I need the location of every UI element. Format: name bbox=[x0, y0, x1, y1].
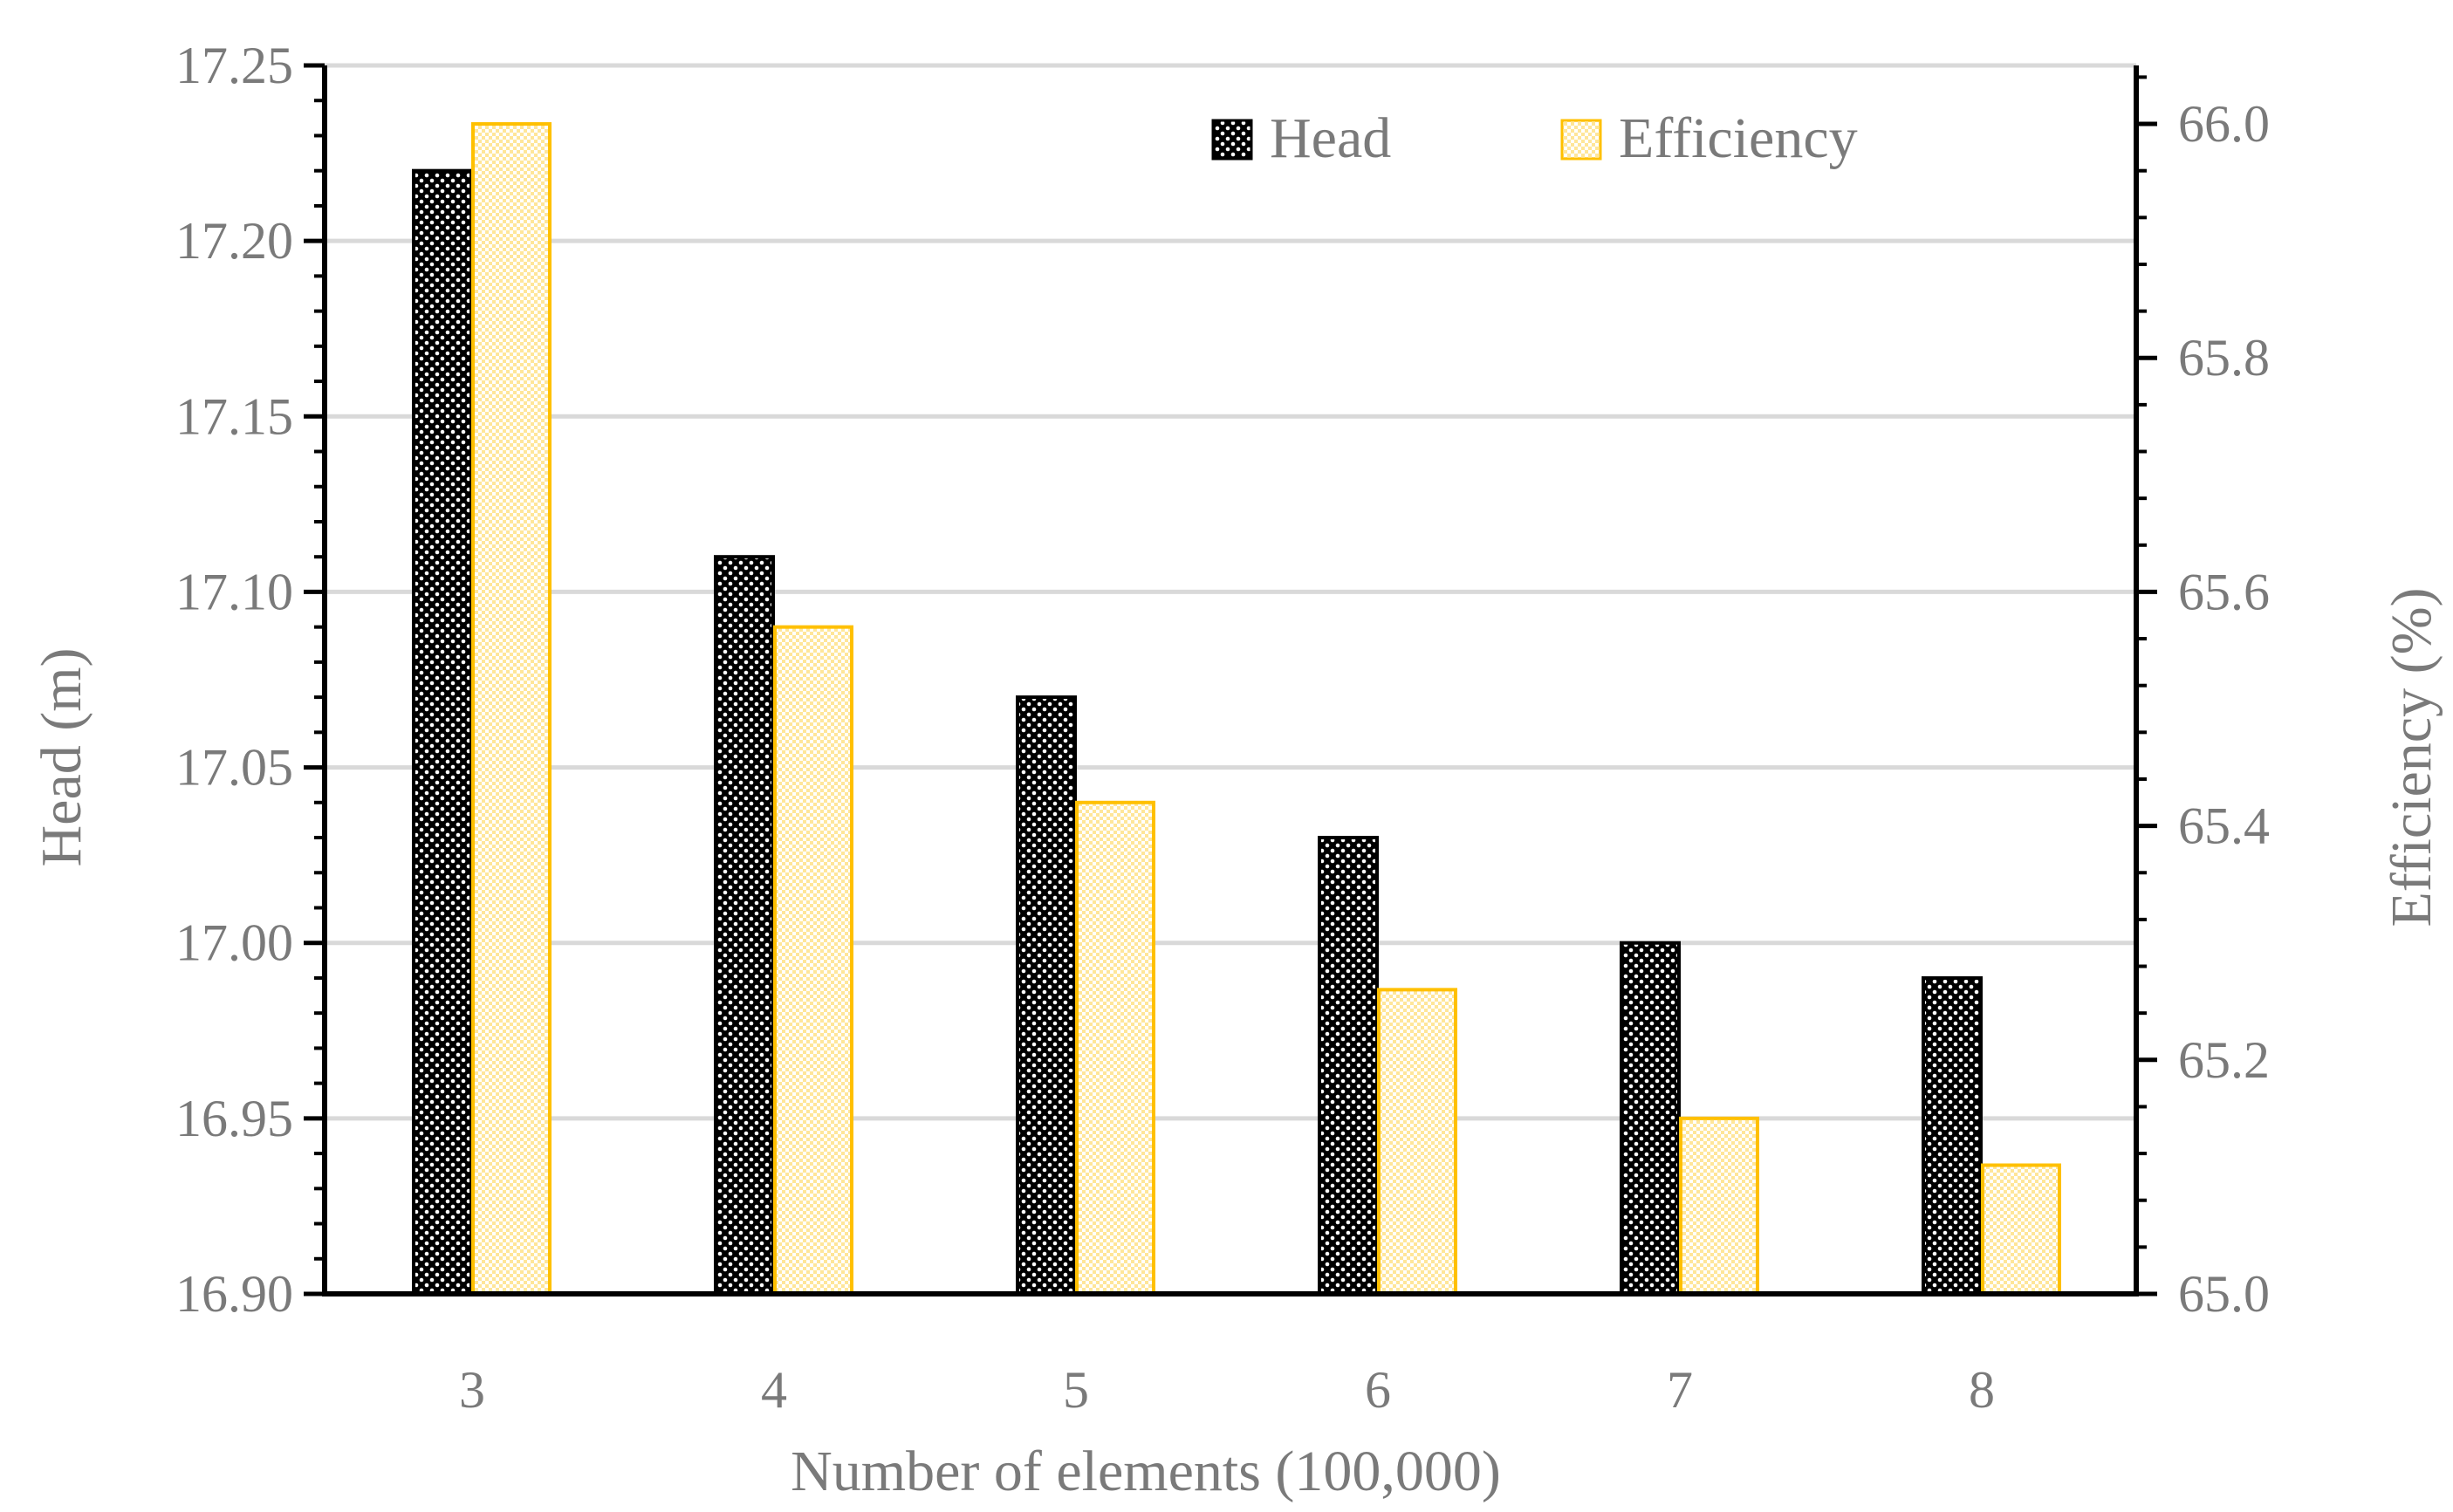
tick-labels: 16.90 16.95 17.00 17.05 17.10 17.15 17.20 17.25… bbox=[175, 37, 2270, 1419]
bar-head bbox=[1318, 836, 1379, 1296]
y-tick-label: 17.10 bbox=[175, 563, 293, 620]
bar-efficiency bbox=[1075, 800, 1155, 1296]
y-axis-title: Head (m) bbox=[30, 647, 93, 866]
x-tick-label: 5 bbox=[1063, 1361, 1089, 1419]
y2-tick-label: 66.0 bbox=[2178, 95, 2270, 153]
y-tick-label: 17.20 bbox=[175, 212, 293, 270]
y-tick-label: 17.15 bbox=[175, 387, 293, 445]
axes bbox=[304, 63, 2157, 1296]
legend-swatch-head bbox=[1211, 119, 1253, 161]
bar-efficiency bbox=[1377, 988, 1457, 1296]
bar-head bbox=[412, 168, 473, 1296]
y2-tick-label: 65.2 bbox=[2178, 1031, 2270, 1089]
legend-label-head: Head bbox=[1270, 106, 1391, 170]
y2-axis-title: Efficiency (%) bbox=[2380, 587, 2443, 927]
bar-efficiency bbox=[471, 122, 552, 1296]
y-tick-label: 17.00 bbox=[175, 914, 293, 972]
x-tick-label: 8 bbox=[1969, 1361, 1995, 1419]
y2-tick-label: 65.0 bbox=[2178, 1265, 2270, 1323]
x-tick-label: 4 bbox=[761, 1361, 787, 1419]
bar-efficiency bbox=[1679, 1116, 1759, 1296]
bar-head bbox=[1922, 975, 1983, 1296]
y-tick-label: 17.05 bbox=[175, 739, 293, 797]
y2-tick-label: 65.4 bbox=[2178, 797, 2270, 855]
y-tick-label: 16.90 bbox=[175, 1265, 293, 1323]
x-tick-label: 6 bbox=[1365, 1361, 1391, 1419]
y2-tick-label: 65.6 bbox=[2178, 563, 2270, 620]
legend-label-efficiency: Efficiency bbox=[1619, 106, 1858, 170]
legend-swatch-efficiency bbox=[1560, 119, 1602, 161]
x-tick-label: 7 bbox=[1667, 1361, 1693, 1419]
bar-head bbox=[714, 555, 775, 1296]
y-tick-label: 17.25 bbox=[175, 37, 293, 94]
y-tick-label: 16.95 bbox=[175, 1090, 293, 1147]
gridlines bbox=[325, 63, 2136, 1121]
y2-tick-label: 65.8 bbox=[2178, 329, 2270, 387]
bar-efficiency bbox=[773, 625, 853, 1296]
x-axis-title: Number of elements (100,000) bbox=[791, 1440, 1501, 1503]
bars bbox=[412, 122, 2061, 1296]
legend: Head Efficiency bbox=[1211, 106, 1858, 170]
bar-head bbox=[1620, 941, 1681, 1296]
bar-efficiency bbox=[1981, 1163, 2061, 1296]
x-tick-label: 3 bbox=[459, 1361, 485, 1419]
bar-head bbox=[1016, 695, 1077, 1296]
